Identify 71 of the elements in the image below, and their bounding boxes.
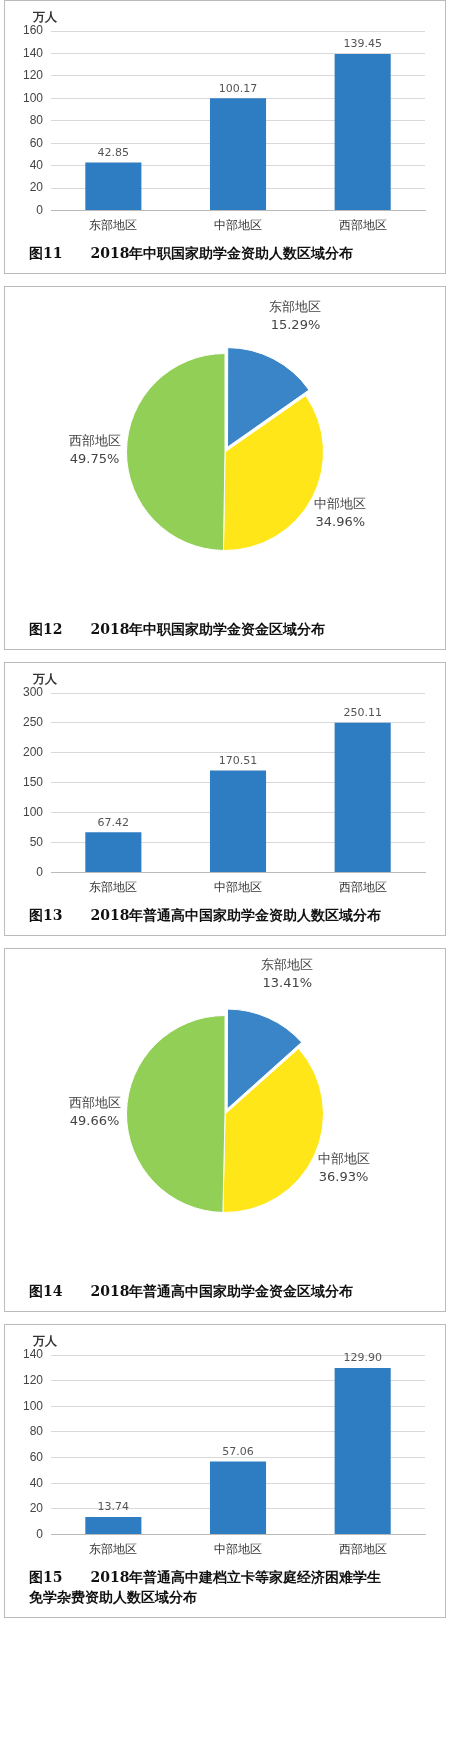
data-label: 13.41%	[262, 975, 313, 991]
y-tick-label: 0	[36, 864, 44, 879]
text: 图15 2018年普通高中建档立卡等家庭经济困难学生免学杂费资助人数区域分布	[28, 1568, 383, 1607]
bar	[334, 1367, 391, 1535]
y-tick-label: 40	[29, 1475, 44, 1490]
data-label: 100.17	[218, 81, 258, 95]
data-label: 13.74	[97, 1500, 130, 1514]
x-tick-label: 东部地区	[89, 880, 138, 895]
y-tick-label: 20	[29, 1501, 44, 1516]
bar	[334, 722, 391, 873]
y-tick-label: 0	[36, 202, 44, 217]
y-tick-label: 50	[29, 834, 44, 849]
y-tick-label: 150	[22, 775, 44, 790]
y-axis-title: 万人	[33, 671, 57, 687]
y-tick-label: 60	[29, 1449, 44, 1464]
y-tick-label: 120	[22, 1372, 44, 1387]
y-tick-label: 80	[29, 1424, 44, 1439]
bar	[334, 54, 391, 211]
x-tick-label: 中部地区	[214, 218, 263, 233]
text: 图14 2018年普通高中国家助学金资金区域分布	[28, 1282, 355, 1301]
data-label: 36.93%	[318, 1169, 369, 1185]
data-label: 34.96%	[315, 513, 366, 529]
x-tick-label: 西部地区	[338, 880, 387, 895]
y-tick-label: 140	[22, 45, 44, 60]
bar	[85, 1516, 142, 1535]
data-label: 139.45	[343, 37, 382, 51]
y-tick-label: 250	[22, 715, 44, 730]
data-label: 67.42	[97, 815, 130, 829]
slice-label: 中部地区	[314, 495, 367, 511]
data-label: 57.06	[222, 1444, 254, 1458]
x-tick-label: 中部地区	[214, 1542, 263, 1557]
slice-label: 西部地区	[68, 433, 121, 449]
x-tick-label: 东部地区	[89, 218, 138, 233]
y-tick-label: 100	[22, 90, 44, 105]
y-axis-title: 万人	[33, 1333, 57, 1349]
slice-label: 西部地区	[68, 1094, 121, 1110]
bar	[85, 832, 142, 873]
slice-label: 东部地区	[269, 299, 322, 315]
data-label: 42.85	[97, 145, 130, 159]
y-tick-label: 80	[29, 113, 44, 128]
x-tick-label: 中部地区	[214, 880, 263, 895]
data-label: 15.29%	[270, 317, 321, 333]
data-label: 49.75%	[69, 451, 120, 467]
y-tick-label: 20	[29, 180, 44, 195]
y-tick-label: 300	[22, 685, 44, 700]
y-tick-label: 200	[22, 745, 44, 760]
data-label: 129.90	[343, 1351, 382, 1365]
bar	[85, 162, 142, 211]
y-tick-label: 100	[22, 1398, 44, 1413]
y-tick-label: 100	[22, 805, 44, 820]
slice-label: 东部地区	[261, 957, 314, 973]
y-tick-label: 40	[29, 158, 44, 173]
data-label: 250.11	[343, 706, 382, 720]
text: 图13 2018年普通高中国家助学金资助人数区域分布	[28, 906, 383, 925]
x-tick-label: 东部地区	[89, 1542, 138, 1557]
y-tick-label: 160	[22, 23, 44, 38]
x-tick-label: 西部地区	[338, 218, 387, 233]
bar	[209, 1461, 267, 1535]
x-tick-label: 西部地区	[338, 1542, 387, 1557]
bar	[209, 98, 267, 211]
y-axis-title: 万人	[33, 9, 57, 25]
slice-label: 中部地区	[317, 1151, 370, 1167]
y-tick-label: 60	[29, 135, 44, 150]
data-label: 49.66%	[69, 1112, 120, 1128]
data-label: 170.51	[218, 753, 258, 767]
bar	[209, 770, 267, 873]
text: 图12 2018年中职国家助学金资金区域分布	[28, 620, 327, 639]
y-tick-label: 120	[22, 68, 44, 83]
y-tick-label: 0	[36, 1526, 44, 1541]
text: 图11 2018年中职国家助学金资助人数区域分布	[28, 244, 355, 263]
y-tick-label: 140	[22, 1347, 44, 1362]
